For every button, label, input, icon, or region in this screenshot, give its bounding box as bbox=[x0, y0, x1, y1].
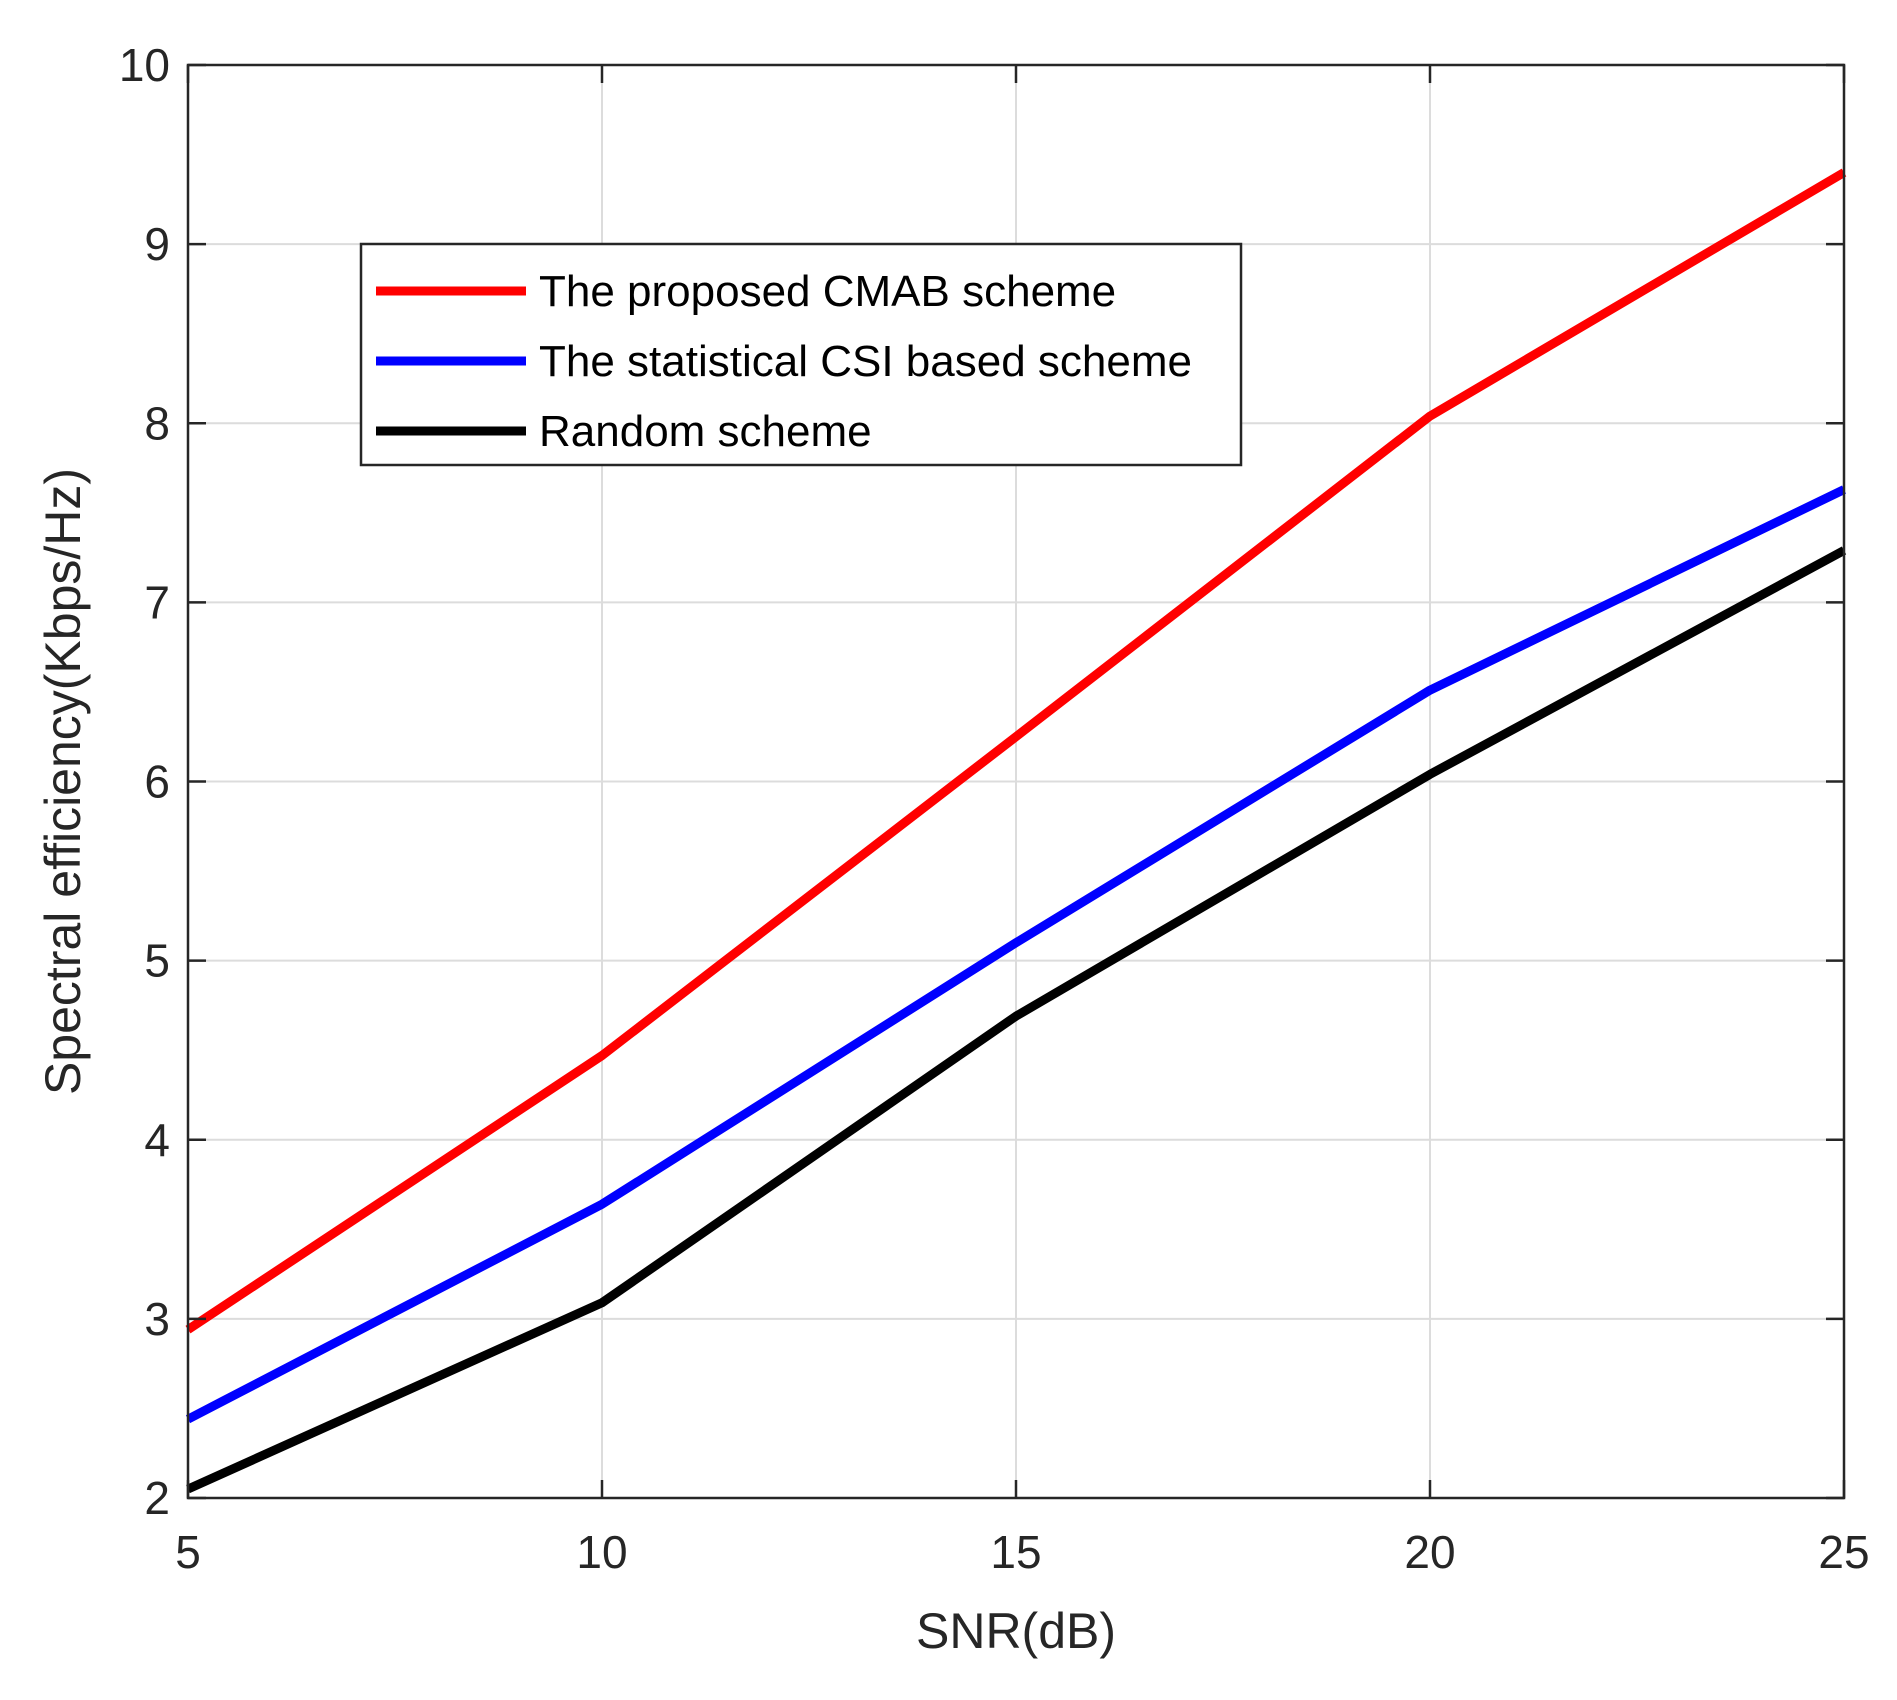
y-tick-label: 6 bbox=[144, 756, 170, 808]
series-line-1 bbox=[185, 168, 1847, 1334]
legend-label-2: The statistical CSI based scheme bbox=[539, 337, 1192, 386]
y-axis-label: Spectral efficiency(Kbps/Hz) bbox=[35, 468, 91, 1095]
legend-label-1: The proposed CMAB scheme bbox=[539, 267, 1116, 316]
x-axis-label: SNR(dB) bbox=[916, 1603, 1116, 1659]
x-tick-label: 20 bbox=[1404, 1526, 1455, 1578]
x-tick-label: 15 bbox=[990, 1526, 1041, 1578]
y-tick-label: 4 bbox=[144, 1114, 170, 1166]
y-tick-label: 5 bbox=[144, 935, 170, 987]
y-tick-label: 2 bbox=[144, 1472, 170, 1524]
legend: The proposed CMAB scheme The statistical … bbox=[359, 242, 1243, 467]
x-tick-label: 5 bbox=[175, 1526, 201, 1578]
series-line-3 bbox=[186, 546, 1847, 1494]
y-tick-label: 3 bbox=[144, 1293, 170, 1345]
y-tick-label: 9 bbox=[144, 218, 170, 270]
legend-label-3: Random scheme bbox=[539, 407, 872, 456]
y-tick-label: 10 bbox=[119, 39, 170, 91]
x-tick-label: 10 bbox=[576, 1526, 627, 1578]
axis-ticks bbox=[186, 63, 1846, 1500]
y-tick-label: 8 bbox=[144, 397, 170, 449]
x-tick-label: 25 bbox=[1818, 1526, 1869, 1578]
y-tick-label: 7 bbox=[144, 576, 170, 628]
series-lines bbox=[185, 168, 1847, 1494]
tick-labels: 5 10 15 20 25 2 3 4 5 6 7 8 9 10 bbox=[119, 39, 1870, 1578]
series-line-2 bbox=[185, 485, 1846, 1424]
